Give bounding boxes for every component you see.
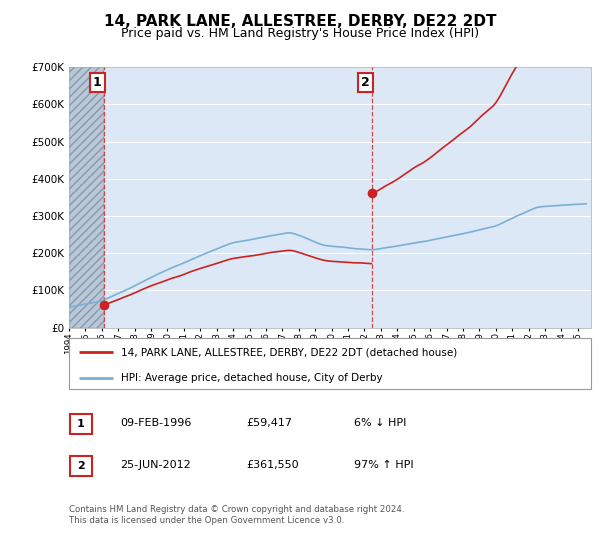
Text: 2: 2 [77, 461, 85, 471]
Text: 14, PARK LANE, ALLESTREE, DERBY, DE22 2DT: 14, PARK LANE, ALLESTREE, DERBY, DE22 2D… [104, 14, 496, 29]
Text: 6% ↓ HPI: 6% ↓ HPI [354, 418, 406, 428]
Text: £361,550: £361,550 [246, 460, 299, 470]
Text: HPI: Average price, detached house, City of Derby: HPI: Average price, detached house, City… [121, 373, 383, 383]
FancyBboxPatch shape [70, 456, 92, 476]
Text: 09-FEB-1996: 09-FEB-1996 [120, 418, 191, 428]
FancyBboxPatch shape [70, 414, 92, 434]
FancyBboxPatch shape [69, 338, 591, 389]
Text: 25-JUN-2012: 25-JUN-2012 [120, 460, 191, 470]
Text: Contains HM Land Registry data © Crown copyright and database right 2024.
This d: Contains HM Land Registry data © Crown c… [69, 505, 404, 525]
Text: 2: 2 [361, 76, 370, 90]
Text: £59,417: £59,417 [246, 418, 292, 428]
Text: 14, PARK LANE, ALLESTREE, DERBY, DE22 2DT (detached house): 14, PARK LANE, ALLESTREE, DERBY, DE22 2D… [121, 347, 457, 357]
Text: 1: 1 [77, 419, 85, 429]
Bar [69, 67, 104, 328]
Text: Price paid vs. HM Land Registry's House Price Index (HPI): Price paid vs. HM Land Registry's House … [121, 27, 479, 40]
Text: 97% ↑ HPI: 97% ↑ HPI [354, 460, 413, 470]
Text: 1: 1 [92, 76, 101, 90]
